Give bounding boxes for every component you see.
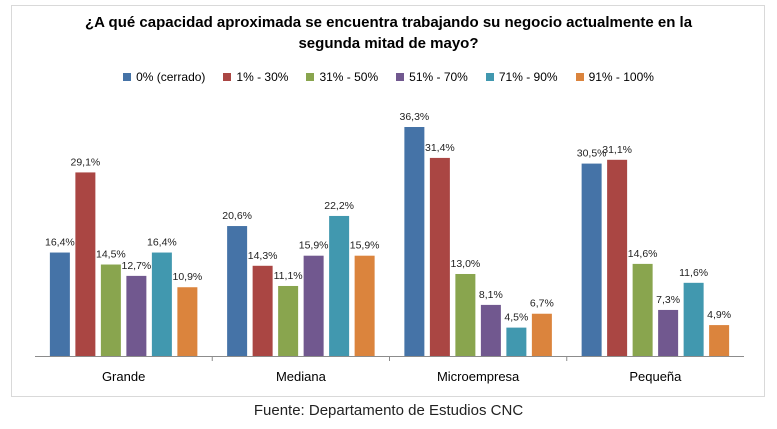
bar bbox=[531, 313, 552, 356]
data-label: 4,9% bbox=[707, 309, 731, 321]
legend-item: 0% (cerrado) bbox=[123, 70, 205, 84]
data-label: 31,1% bbox=[602, 144, 632, 156]
bar bbox=[354, 255, 375, 356]
legend-item: 31% - 50% bbox=[306, 70, 378, 84]
bar bbox=[709, 325, 730, 356]
legend-swatch bbox=[306, 73, 315, 81]
source-note: Fuente: Departamento de Estudios CNC bbox=[253, 402, 524, 419]
bar bbox=[607, 159, 628, 356]
legend-swatch bbox=[396, 73, 405, 81]
data-label: 15,9% bbox=[350, 240, 380, 252]
data-label: 13,0% bbox=[450, 258, 480, 270]
bar bbox=[252, 265, 273, 356]
data-label: 6,7% bbox=[530, 298, 554, 310]
x-tick-label: Microempresa bbox=[437, 369, 520, 384]
chart-legend: 0% (cerrado) 1% - 30% 31% - 50% 51% - 70% 71… bbox=[0, 70, 777, 84]
bar bbox=[100, 264, 121, 356]
data-label: 7,3% bbox=[656, 294, 680, 306]
legend-item: 91% - 100% bbox=[575, 70, 654, 84]
data-label: 30,5% bbox=[577, 148, 607, 160]
bar bbox=[278, 285, 299, 356]
bar bbox=[177, 287, 198, 356]
bar bbox=[429, 157, 450, 356]
bar bbox=[49, 252, 70, 356]
chart-title: ¿A qué capacidad aproximada se encuentra… bbox=[0, 12, 777, 54]
legend-label: 1% - 30% bbox=[236, 70, 289, 84]
bar bbox=[126, 275, 147, 356]
data-label: 14,6% bbox=[628, 248, 658, 260]
x-tick-label: Mediana bbox=[276, 369, 327, 384]
bar bbox=[151, 252, 172, 356]
bar bbox=[480, 304, 501, 356]
chart-title-line-1: ¿A qué capacidad aproximada se encuentra… bbox=[84, 14, 693, 31]
legend-label: 51% - 70% bbox=[409, 70, 468, 84]
data-label: 16,4% bbox=[45, 237, 75, 249]
bar bbox=[658, 309, 679, 356]
bar bbox=[329, 215, 350, 356]
bar bbox=[303, 255, 324, 356]
data-label: 29,1% bbox=[70, 156, 100, 168]
legend-label: 71% - 90% bbox=[498, 70, 558, 84]
data-label: 36,3% bbox=[399, 111, 429, 123]
data-label: 31,4% bbox=[425, 142, 455, 154]
data-label: 16,4% bbox=[147, 237, 177, 249]
data-label: 11,6% bbox=[679, 267, 708, 279]
bar bbox=[75, 172, 96, 356]
data-label: 12,7% bbox=[121, 260, 151, 272]
chart-title-line-2: segunda mitad de mayo? bbox=[298, 35, 479, 52]
bar bbox=[455, 273, 476, 356]
bar-chart: 16,4% 29,1% 14,5%12,7% 16,4% 10,9% Grande 20,6… bbox=[35, 111, 744, 384]
legend-item: 71% - 90% bbox=[485, 70, 558, 84]
data-label: 11,1% bbox=[274, 270, 303, 282]
legend-label: 91% - 100% bbox=[588, 70, 654, 84]
data-label: 14,5% bbox=[96, 249, 126, 261]
data-label: 22,2% bbox=[324, 200, 354, 212]
x-tick-label: Grande bbox=[102, 369, 145, 384]
bar bbox=[581, 163, 602, 356]
data-label: 8,1% bbox=[479, 289, 503, 301]
legend-swatch bbox=[575, 73, 584, 81]
data-label: 4,5% bbox=[504, 312, 528, 324]
legend-item: 51% - 70% bbox=[396, 70, 468, 84]
data-label: 10,9% bbox=[172, 271, 202, 283]
bar bbox=[683, 282, 704, 356]
bar bbox=[632, 263, 653, 356]
data-label: 20,6% bbox=[222, 210, 252, 222]
bar bbox=[404, 127, 425, 356]
data-label: 14,3% bbox=[248, 250, 278, 262]
x-tick-label: Pequeña bbox=[629, 369, 682, 384]
legend-label: 31% - 50% bbox=[319, 70, 379, 84]
legend-item: 1% - 30% bbox=[223, 70, 288, 84]
legend-swatch bbox=[485, 73, 494, 81]
legend-swatch bbox=[223, 73, 232, 81]
legend-label: 0% (cerrado) bbox=[136, 70, 206, 84]
bar bbox=[506, 327, 527, 356]
bar bbox=[227, 226, 248, 356]
legend-swatch bbox=[123, 73, 132, 81]
data-label: 15,9% bbox=[299, 240, 329, 252]
